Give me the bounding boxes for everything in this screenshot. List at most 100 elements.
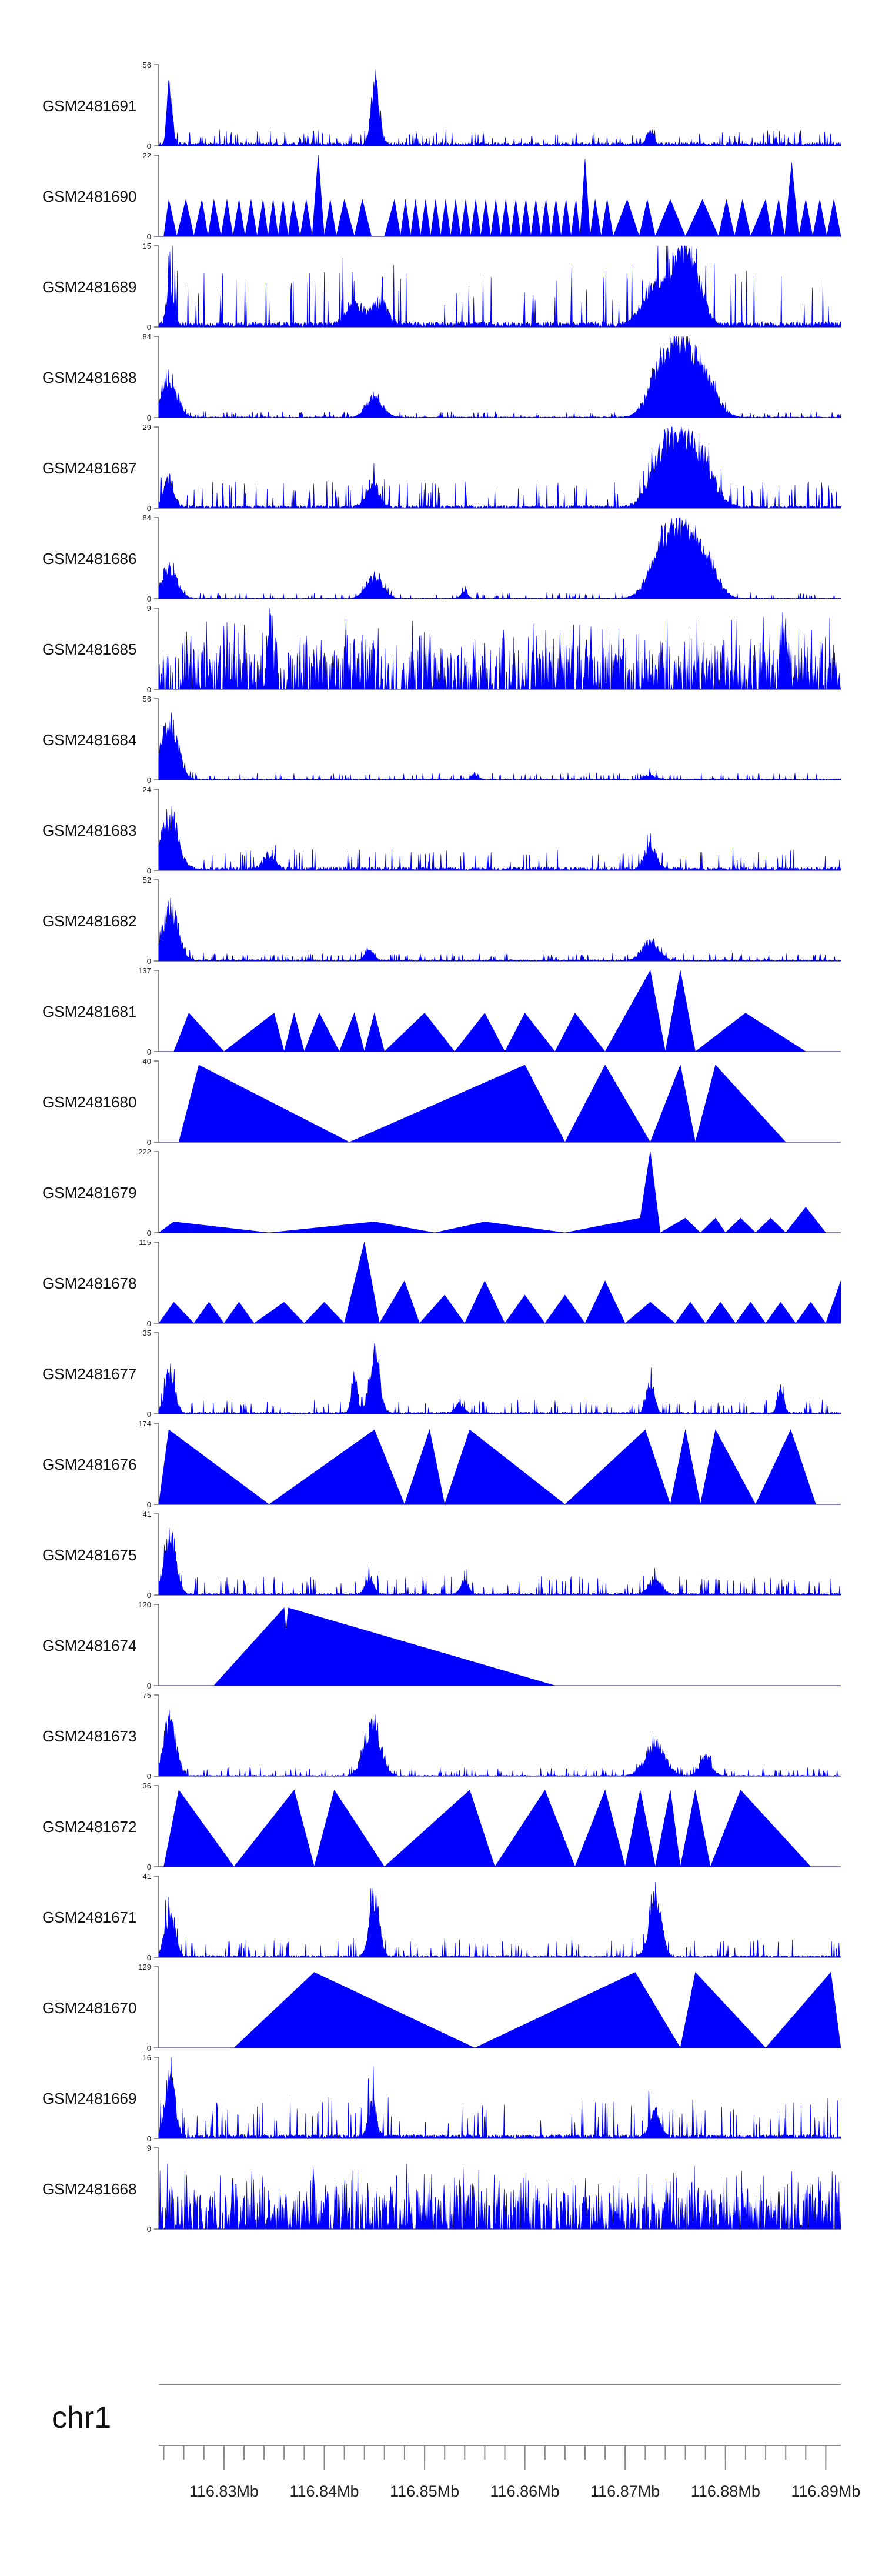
y-max-label: 56 [143,61,151,69]
signal-area [159,1064,841,1143]
x-tick-label: 116.89Mb [791,2482,860,2500]
y-min-label: 0 [147,685,151,694]
track-GSM2481669: GSM2481669 16 0 [42,2053,841,2143]
y-max-label: 16 [143,2053,151,2062]
signal-area [158,2057,841,2139]
signal-area [159,155,841,238]
track-label: GSM2481687 [42,459,136,477]
track-label: GSM2481690 [42,188,136,205]
track-GSM2481679: GSM2481679 222 0 [42,1147,841,1237]
y-max-label: 129 [138,1963,151,1971]
track-label: GSM2481689 [42,278,136,296]
signal-area [158,1709,841,1777]
signal-area [158,1151,841,1233]
signal-area [158,426,841,509]
signal-area [158,1343,841,1414]
track-GSM2481670: GSM2481670 129 0 [42,1963,841,2053]
track-GSM2481683: GSM2481683 24 0 [42,785,841,875]
y-min-label: 0 [147,1863,151,1871]
signal-area [158,69,841,147]
y-max-label: 41 [143,1510,151,1519]
track-label: GSM2481677 [42,1365,136,1383]
y-min-label: 0 [147,504,151,513]
y-max-label: 222 [138,1147,151,1156]
x-tick-label: 116.86Mb [490,2482,560,2500]
track-GSM2481678: GSM2481678 115 0 [42,1238,841,1328]
track-GSM2481688: GSM2481688 84 0 [42,332,841,422]
track-GSM2481685: GSM2481685 9 0 [42,604,841,694]
y-min-label: 0 [147,2225,151,2234]
track-label: GSM2481682 [42,912,136,930]
track-GSM2481689: GSM2481689 15 0 [42,242,841,332]
signal-area [158,1528,841,1596]
y-min-label: 0 [147,323,151,332]
track-label: GSM2481669 [42,2090,136,2107]
y-min-label: 0 [147,957,151,966]
x-tick-label: 116.85Mb [390,2482,459,2500]
signal-area [158,336,841,418]
y-max-label: 9 [147,2144,151,2153]
y-min-label: 0 [147,595,151,603]
x-tick-label: 116.84Mb [289,2482,359,2500]
signal-area [159,970,841,1053]
y-max-label: 137 [138,966,151,975]
track-label: GSM2481685 [42,640,136,658]
x-tick-label: 116.83Mb [189,2482,259,2500]
signal-area [159,1971,841,2048]
track-label: GSM2481684 [42,731,136,749]
track-GSM2481674: GSM2481674 120 0 [42,1600,841,1690]
y-min-label: 0 [147,1591,151,1600]
track-GSM2481690: GSM2481690 22 0 [42,151,841,241]
track-GSM2481684: GSM2481684 56 0 [42,695,841,785]
y-min-label: 0 [147,232,151,241]
track-label: GSM2481668 [42,2180,136,2198]
chromosome-label: chr1 [52,2401,111,2435]
y-min-label: 0 [147,1772,151,1781]
y-min-label: 0 [147,776,151,785]
track-label: GSM2481671 [42,1908,136,1926]
track-GSM2481675: GSM2481675 41 0 [42,1510,841,1600]
y-max-label: 22 [143,151,151,160]
y-max-label: 40 [143,1057,151,1066]
y-min-label: 0 [147,1319,151,1328]
signal-area [158,517,841,599]
signal-area [159,1789,841,1868]
y-min-label: 0 [147,1500,151,1509]
track-GSM2481668: GSM2481668 9 0 [42,2144,841,2234]
x-tick-label: 116.87Mb [590,2482,660,2500]
signal-area [158,806,841,872]
signal-area [158,2164,841,2230]
y-max-label: 84 [143,332,151,341]
y-min-label: 0 [147,1047,151,1056]
track-label: GSM2481691 [42,97,136,115]
y-min-label: 0 [147,1953,151,1962]
y-max-label: 84 [143,513,151,522]
track-GSM2481691: GSM2481691 56 0 [42,61,841,151]
y-max-label: 52 [143,876,151,885]
track-label: GSM2481672 [42,1818,136,1836]
track-label: GSM2481675 [42,1546,136,1564]
track-GSM2481676: GSM2481676 174 0 [42,1419,841,1509]
y-min-label: 0 [147,413,151,422]
y-max-label: 75 [143,1691,151,1700]
y-min-label: 0 [147,1138,151,1147]
y-min-label: 0 [147,1410,151,1419]
track-GSM2481672: GSM2481672 36 0 [42,1781,841,1871]
signal-area [158,1242,841,1324]
track-GSM2481687: GSM2481687 29 0 [42,423,841,513]
x-tick-label: 116.88Mb [691,2482,760,2500]
y-max-label: 174 [138,1419,151,1428]
y-min-label: 0 [147,2044,151,2053]
track-label: GSM2481688 [42,369,136,386]
signal-area [158,245,841,328]
track-label: GSM2481674 [42,1637,136,1654]
signal-area [158,1882,841,1958]
y-min-label: 0 [147,1229,151,1237]
y-max-label: 24 [143,785,151,794]
track-label: GSM2481673 [42,1727,136,1745]
y-max-label: 9 [147,604,151,613]
track-GSM2481677: GSM2481677 35 0 [42,1329,841,1419]
y-min-label: 0 [147,866,151,875]
track-label: GSM2481680 [42,1093,136,1111]
